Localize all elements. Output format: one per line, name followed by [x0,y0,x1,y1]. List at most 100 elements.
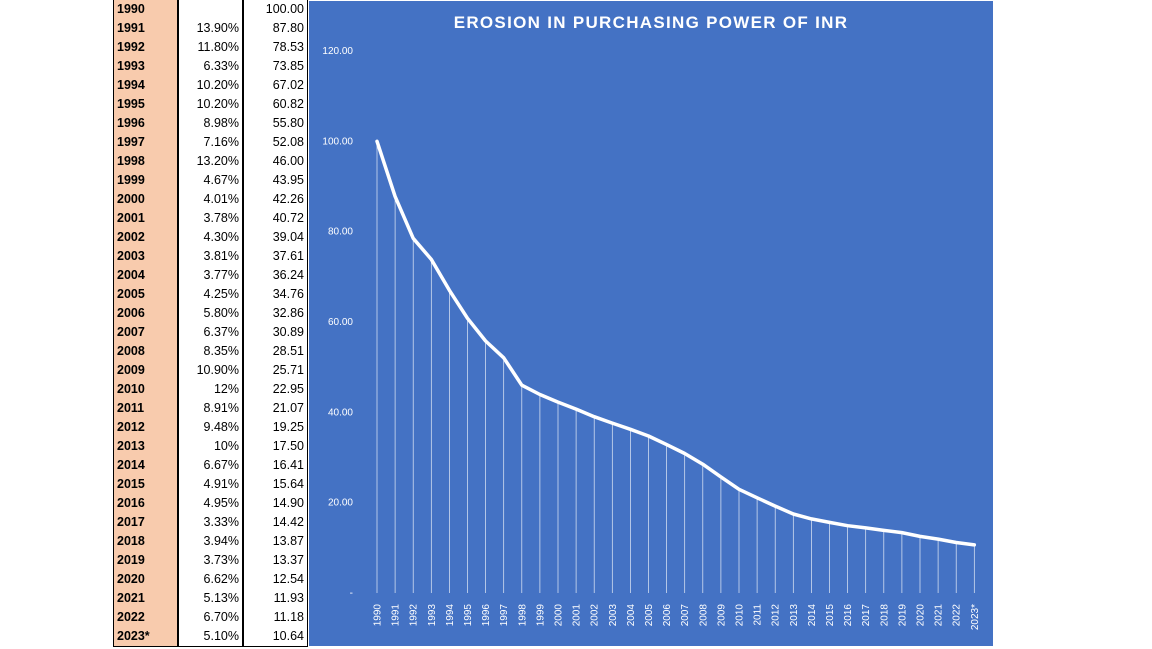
year-cell[interactable]: 2002 [113,228,179,247]
inflation-cell[interactable]: 6.67% [178,456,244,475]
inflation-cell[interactable]: 9.48% [178,418,244,437]
value-cell[interactable]: 13.37 [243,551,308,570]
year-cell[interactable]: 2006 [113,304,179,323]
value-cell[interactable]: 100.00 [243,0,308,19]
year-cell[interactable]: 1995 [113,95,179,114]
year-cell[interactable]: 2010 [113,380,179,399]
value-cell[interactable]: 13.87 [243,532,308,551]
value-cell[interactable]: 11.93 [243,589,308,608]
inflation-cell[interactable]: 4.30% [178,228,244,247]
inflation-cell[interactable]: 13.90% [178,19,244,38]
year-cell[interactable]: 2004 [113,266,179,285]
value-cell[interactable]: 16.41 [243,456,308,475]
year-cell[interactable]: 1990 [113,0,179,19]
year-cell[interactable]: 2001 [113,209,179,228]
year-cell[interactable]: 2014 [113,456,179,475]
year-cell[interactable]: 2015 [113,475,179,494]
inflation-cell[interactable]: 3.78% [178,209,244,228]
year-cell[interactable]: 2008 [113,342,179,361]
year-cell[interactable]: 2011 [113,399,179,418]
value-cell[interactable]: 78.53 [243,38,308,57]
value-cell[interactable]: 67.02 [243,76,308,95]
year-cell[interactable]: 1991 [113,19,179,38]
value-cell[interactable]: 46.00 [243,152,308,171]
year-cell[interactable]: 2018 [113,532,179,551]
value-cell[interactable]: 28.51 [243,342,308,361]
inflation-cell[interactable]: 5.13% [178,589,244,608]
value-cell[interactable]: 22.95 [243,380,308,399]
value-cell[interactable]: 32.86 [243,304,308,323]
value-cell[interactable]: 52.08 [243,133,308,152]
inflation-cell[interactable]: 8.35% [178,342,244,361]
value-cell[interactable]: 14.42 [243,513,308,532]
value-cell[interactable]: 42.26 [243,190,308,209]
year-cell[interactable]: 2003 [113,247,179,266]
year-cell[interactable]: 2005 [113,285,179,304]
year-cell[interactable]: 1994 [113,76,179,95]
year-cell[interactable]: 2023* [113,627,179,647]
inflation-cell[interactable]: 5.10% [178,627,244,647]
year-cell[interactable]: 2009 [113,361,179,380]
value-cell[interactable]: 10.64 [243,627,308,647]
inflation-cell[interactable]: 10.20% [178,76,244,95]
year-cell[interactable]: 2016 [113,494,179,513]
year-cell[interactable]: 2022 [113,608,179,627]
year-cell[interactable]: 1993 [113,57,179,76]
year-cell[interactable]: 2000 [113,190,179,209]
inflation-cell[interactable]: 4.25% [178,285,244,304]
year-cell[interactable]: 1992 [113,38,179,57]
value-cell[interactable]: 15.64 [243,475,308,494]
value-cell[interactable]: 17.50 [243,437,308,456]
inflation-cell[interactable]: 3.73% [178,551,244,570]
year-cell[interactable]: 1997 [113,133,179,152]
year-cell[interactable]: 1999 [113,171,179,190]
inflation-cell[interactable]: 3.81% [178,247,244,266]
inflation-cell[interactable]: 8.98% [178,114,244,133]
inflation-cell[interactable]: 4.95% [178,494,244,513]
value-cell[interactable]: 14.90 [243,494,308,513]
value-cell[interactable]: 73.85 [243,57,308,76]
inflation-cell[interactable]: 10.90% [178,361,244,380]
value-cell[interactable]: 19.25 [243,418,308,437]
value-cell[interactable]: 55.80 [243,114,308,133]
inflation-cell[interactable]: 3.33% [178,513,244,532]
inflation-cell[interactable]: 12% [178,380,244,399]
value-cell[interactable]: 60.82 [243,95,308,114]
year-cell[interactable]: 2019 [113,551,179,570]
inflation-cell[interactable]: 3.94% [178,532,244,551]
value-cell[interactable]: 25.71 [243,361,308,380]
inflation-cell[interactable]: 3.77% [178,266,244,285]
value-cell[interactable]: 30.89 [243,323,308,342]
year-cell[interactable]: 1996 [113,114,179,133]
value-cell[interactable]: 40.72 [243,209,308,228]
value-cell[interactable]: 11.18 [243,608,308,627]
value-cell[interactable]: 87.80 [243,19,308,38]
year-cell[interactable]: 2007 [113,323,179,342]
inflation-cell[interactable]: 6.37% [178,323,244,342]
inflation-cell[interactable]: 4.91% [178,475,244,494]
inflation-cell[interactable]: 5.80% [178,304,244,323]
inflation-cell[interactable]: 7.16% [178,133,244,152]
inflation-cell[interactable]: 6.33% [178,57,244,76]
value-cell[interactable]: 21.07 [243,399,308,418]
inflation-cell[interactable]: 6.62% [178,570,244,589]
value-cell[interactable]: 12.54 [243,570,308,589]
value-cell[interactable]: 36.24 [243,266,308,285]
inflation-cell[interactable]: 4.67% [178,171,244,190]
value-cell[interactable]: 43.95 [243,171,308,190]
year-cell[interactable]: 2013 [113,437,179,456]
year-cell[interactable]: 2012 [113,418,179,437]
year-cell[interactable]: 2020 [113,570,179,589]
inflation-cell[interactable]: 10.20% [178,95,244,114]
value-cell[interactable]: 39.04 [243,228,308,247]
inflation-cell[interactable]: 6.70% [178,608,244,627]
year-cell[interactable]: 1998 [113,152,179,171]
inflation-cell[interactable]: 13.20% [178,152,244,171]
inflation-cell[interactable]: 11.80% [178,38,244,57]
year-cell[interactable]: 2021 [113,589,179,608]
inflation-cell[interactable] [178,0,244,19]
value-cell[interactable]: 37.61 [243,247,308,266]
value-cell[interactable]: 34.76 [243,285,308,304]
inflation-cell[interactable]: 8.91% [178,399,244,418]
year-cell[interactable]: 2017 [113,513,179,532]
